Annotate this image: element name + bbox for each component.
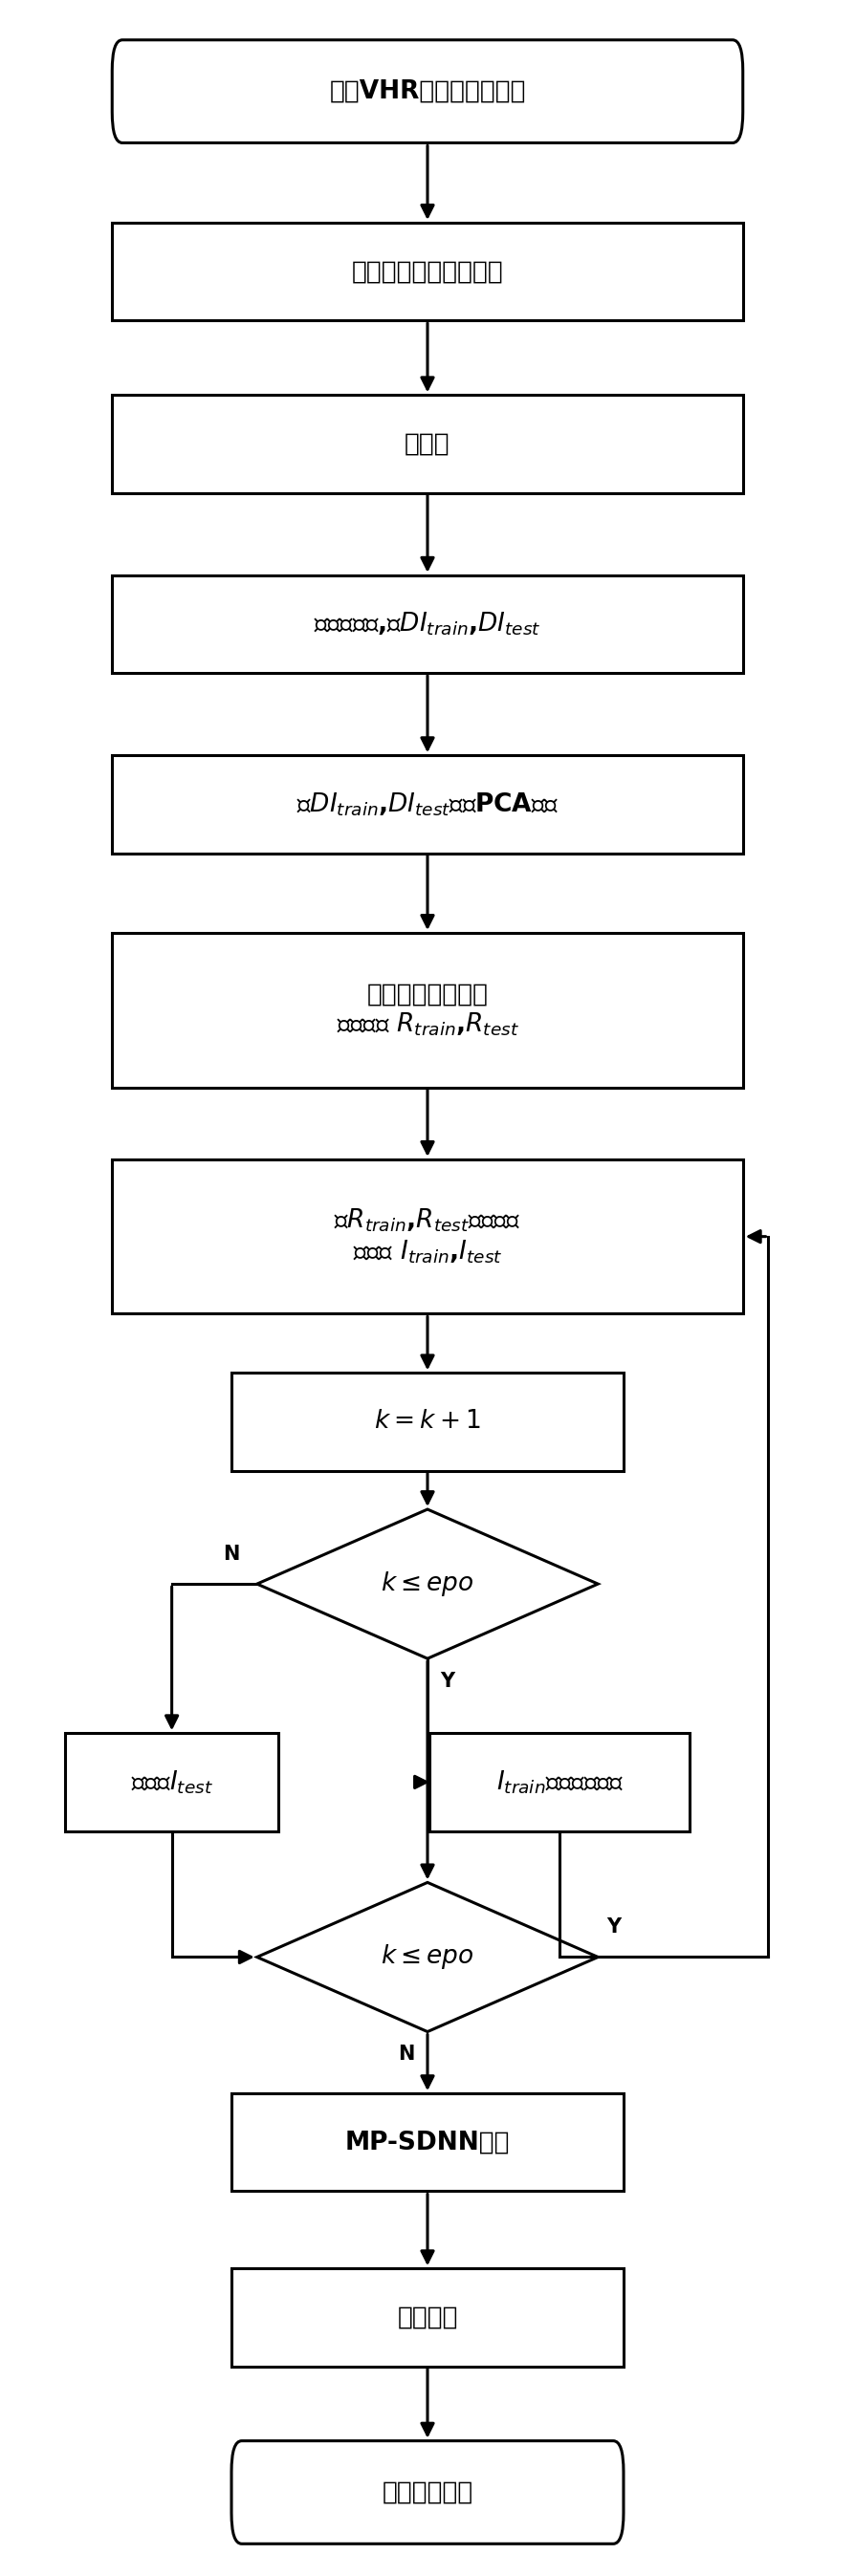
FancyBboxPatch shape	[112, 39, 743, 142]
Text: $k\leq epo$: $k\leq epo$	[380, 1569, 475, 1597]
Text: 将$R_{train}$,$R_{test}$返回彩色
空间得 $I_{train}$,$I_{test}$: 将$R_{train}$,$R_{test}$返回彩色 空间得 $I_{trai…	[334, 1208, 521, 1265]
Text: $k\leq epo$: $k\leq epo$	[380, 1942, 475, 1971]
Bar	[112, 222, 743, 319]
Text: N: N	[398, 2045, 415, 2063]
Bar	[232, 2094, 623, 2192]
Text: $k=k+1$: $k=k+1$	[374, 1409, 481, 1435]
Text: 构建训练和测试图像对: 构建训练和测试图像对	[351, 260, 504, 283]
Polygon shape	[257, 1510, 598, 1659]
Bar	[112, 394, 743, 492]
Bar	[232, 2269, 623, 2367]
Bar	[429, 1734, 690, 1832]
Text: Y: Y	[606, 1917, 621, 1937]
Text: 测试集$I_{test}$: 测试集$I_{test}$	[131, 1770, 213, 1795]
Bar	[112, 755, 743, 853]
Bar	[112, 1159, 743, 1314]
Text: 利用矢量闭运算得
重建图像 $R_{train}$,$R_{test}$: 利用矢量闭运算得 重建图像 $R_{train}$,$R_{test}$	[336, 981, 519, 1038]
Text: 对$DI_{train}$,$DI_{test}$进行PCA变换: 对$DI_{train}$,$DI_{test}$进行PCA变换	[297, 791, 558, 817]
Bar	[112, 574, 743, 672]
Text: $I_{train}$训练网络模型: $I_{train}$训练网络模型	[496, 1770, 623, 1795]
Text: 滑坡识别: 滑坡识别	[397, 2306, 458, 2329]
Text: 初始化: 初始化	[404, 433, 451, 456]
Text: 输入VHR遥感双时相图像: 输入VHR遥感双时相图像	[329, 80, 526, 103]
Text: N: N	[223, 1543, 240, 1564]
Bar	[112, 933, 743, 1087]
Text: MP-SDNN模型: MP-SDNN模型	[345, 2130, 510, 2154]
Text: 输出识别结果: 输出识别结果	[382, 2481, 473, 2504]
Bar	[65, 1734, 279, 1832]
Text: 图像对作差,得$DI_{train}$,$DI_{test}$: 图像对作差,得$DI_{train}$,$DI_{test}$	[314, 611, 541, 639]
Polygon shape	[257, 1883, 598, 2032]
Bar	[232, 1373, 623, 1471]
FancyBboxPatch shape	[232, 2442, 623, 2543]
Text: Y: Y	[440, 1672, 455, 1690]
